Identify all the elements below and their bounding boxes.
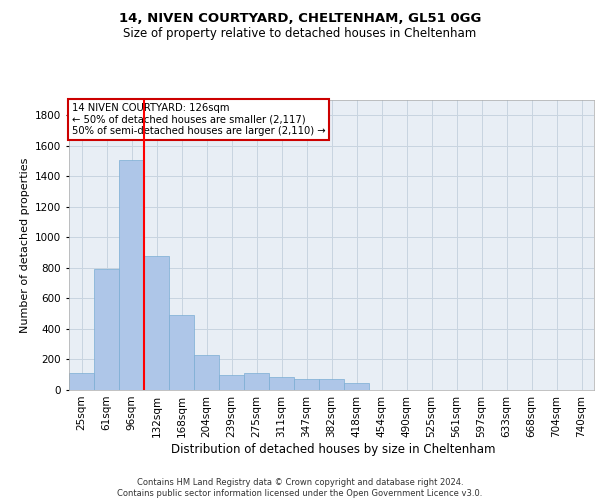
Text: 14 NIVEN COURTYARD: 126sqm
← 50% of detached houses are smaller (2,117)
50% of s: 14 NIVEN COURTYARD: 126sqm ← 50% of deta… — [71, 103, 325, 136]
Bar — [244, 373, 269, 390]
Text: Distribution of detached houses by size in Cheltenham: Distribution of detached houses by size … — [171, 442, 495, 456]
Bar — [294, 378, 319, 390]
Bar — [194, 355, 219, 390]
Bar — [119, 160, 144, 390]
Text: Size of property relative to detached houses in Cheltenham: Size of property relative to detached ho… — [124, 28, 476, 40]
Bar — [69, 373, 94, 390]
Text: Contains HM Land Registry data © Crown copyright and database right 2024.
Contai: Contains HM Land Registry data © Crown c… — [118, 478, 482, 498]
Bar — [219, 374, 244, 390]
Bar — [319, 380, 344, 390]
Bar — [169, 315, 194, 390]
Bar — [144, 256, 169, 390]
Bar — [269, 377, 294, 390]
Bar — [94, 270, 119, 390]
Bar — [344, 383, 369, 390]
Text: 14, NIVEN COURTYARD, CHELTENHAM, GL51 0GG: 14, NIVEN COURTYARD, CHELTENHAM, GL51 0G… — [119, 12, 481, 26]
Y-axis label: Number of detached properties: Number of detached properties — [20, 158, 29, 332]
